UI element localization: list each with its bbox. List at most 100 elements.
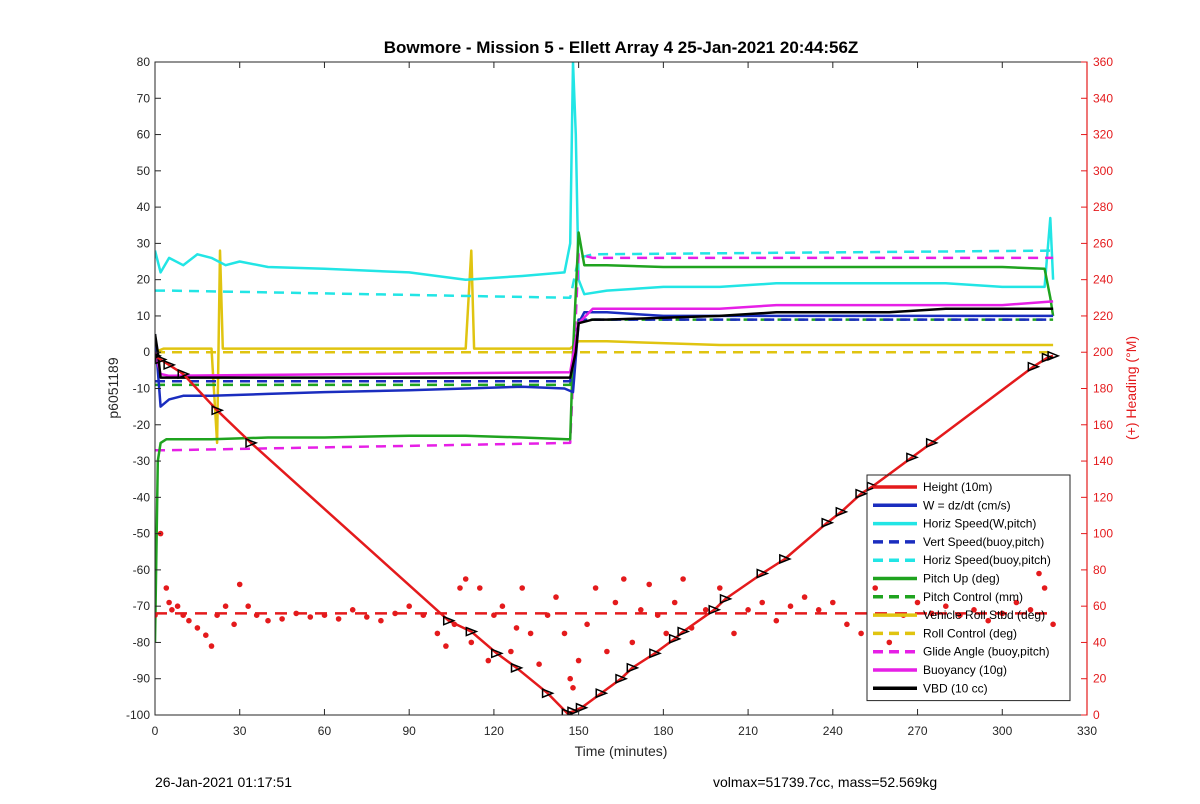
height-marker (821, 517, 835, 528)
heading-point (1013, 599, 1020, 606)
heading-point (629, 639, 636, 646)
y2-tick-label: 0 (1093, 708, 1100, 722)
heading-point (621, 576, 627, 582)
heading-point (378, 617, 384, 624)
y-tick-label: -30 (133, 454, 151, 468)
y-tick-label: 0 (143, 345, 150, 359)
heading-point (1036, 570, 1042, 577)
height-marker (677, 626, 691, 637)
heading-point (434, 630, 441, 637)
heading-point (999, 610, 1006, 617)
height-marker (595, 688, 609, 699)
heading-point (527, 630, 534, 637)
y2-tick-label: 340 (1093, 91, 1113, 105)
y-tick-label: -40 (133, 490, 151, 504)
y-tick-label: 70 (137, 91, 151, 105)
height-marker (465, 626, 479, 637)
heading-point (457, 585, 463, 591)
height-marker (510, 662, 524, 673)
heading-point (245, 603, 251, 609)
x-tick-label: 270 (908, 724, 928, 738)
heading-point (222, 603, 229, 609)
heading-point (663, 630, 669, 637)
heading-point (844, 621, 850, 628)
series-line-vert-speed-buoy-pitch (155, 318, 1054, 383)
heading-point (654, 612, 661, 618)
legend-label-buoyancy-10g: Buoyancy (10g) (923, 663, 1007, 677)
heading-point (1027, 607, 1034, 613)
heading-point (886, 639, 893, 646)
y-axis-label: p6051189 (105, 357, 121, 418)
y-tick-label: -70 (133, 599, 151, 613)
height-marker (1047, 350, 1061, 361)
footer-summary: volmax=51739.7cc, mass=52.569kg (713, 774, 938, 790)
heading-point (166, 599, 172, 606)
heading-point (231, 621, 237, 628)
heading-point (702, 607, 709, 613)
series-line-vbd-10-cc (155, 307, 1054, 379)
x-tick-label: 90 (403, 724, 417, 738)
height-marker (155, 354, 168, 365)
height-marker (668, 633, 682, 644)
y-tick-label: 60 (137, 128, 151, 142)
y-tick-label: -50 (133, 527, 151, 541)
heading-point (462, 576, 469, 582)
y2-tick-label: 220 (1093, 309, 1113, 323)
heading-point (671, 599, 678, 606)
legend-label-horiz-speed-buoy-pitch: Horiz Speed(buoy,pitch) (923, 553, 1051, 567)
y-tick-label: -90 (133, 672, 151, 686)
heading-point (1041, 585, 1048, 591)
height-marker (567, 706, 581, 715)
height-marker (1027, 361, 1041, 372)
height-marker (163, 359, 177, 371)
heading-point (561, 630, 568, 637)
height-marker (245, 437, 259, 449)
heading-point (830, 599, 836, 606)
x-tick-label: 150 (569, 724, 589, 738)
heading-point (604, 648, 610, 655)
heading-point (943, 603, 949, 609)
y2-tick-label: 20 (1093, 672, 1107, 686)
height-marker (442, 615, 456, 626)
heading-point (508, 648, 514, 655)
y-tick-label: 10 (137, 309, 151, 323)
y2-tick-label: 120 (1093, 490, 1113, 504)
heading-point (491, 612, 497, 618)
heading-point (584, 621, 590, 628)
y-tick-label: -100 (126, 708, 150, 722)
legend-label-pitch-control-mm: Pitch Control (mm) (923, 590, 1023, 604)
y2-axis-label: (+) Heading (°M) (1123, 336, 1139, 440)
heading-point (858, 630, 864, 637)
height-marker (211, 405, 225, 416)
heading-point (731, 630, 737, 637)
heading-point (872, 585, 878, 591)
heading-point (1050, 621, 1056, 628)
heading-point (553, 594, 559, 600)
heading-point (451, 621, 458, 628)
heading-point (420, 612, 427, 618)
heading-point (236, 581, 243, 588)
height-marker (925, 437, 939, 449)
x-tick-label: 120 (484, 724, 504, 738)
y2-tick-label: 260 (1093, 236, 1113, 250)
heading-point (194, 625, 201, 631)
y2-tick-label: 60 (1093, 599, 1107, 613)
heading-point (180, 612, 186, 618)
heading-point (570, 685, 576, 691)
heading-point (773, 617, 780, 624)
heading-point (265, 617, 271, 624)
x-tick-label: 300 (992, 724, 1012, 738)
legend-label-roll-control-deg: Roll Control (deg) (923, 626, 1017, 640)
y-tick-label: 30 (137, 236, 151, 250)
height-marker (626, 662, 640, 673)
heading-point (928, 610, 935, 617)
y-tick-label: -20 (133, 418, 151, 432)
y2-tick-label: 320 (1093, 128, 1113, 142)
heading-point (957, 612, 963, 618)
heading-point (155, 612, 158, 618)
series-line-horiz-speed-w-pitch (155, 62, 1055, 296)
x-tick-label: 0 (152, 724, 159, 738)
x-tick-label: 30 (233, 724, 247, 738)
heading-point (208, 643, 215, 649)
height-marker (490, 648, 504, 659)
